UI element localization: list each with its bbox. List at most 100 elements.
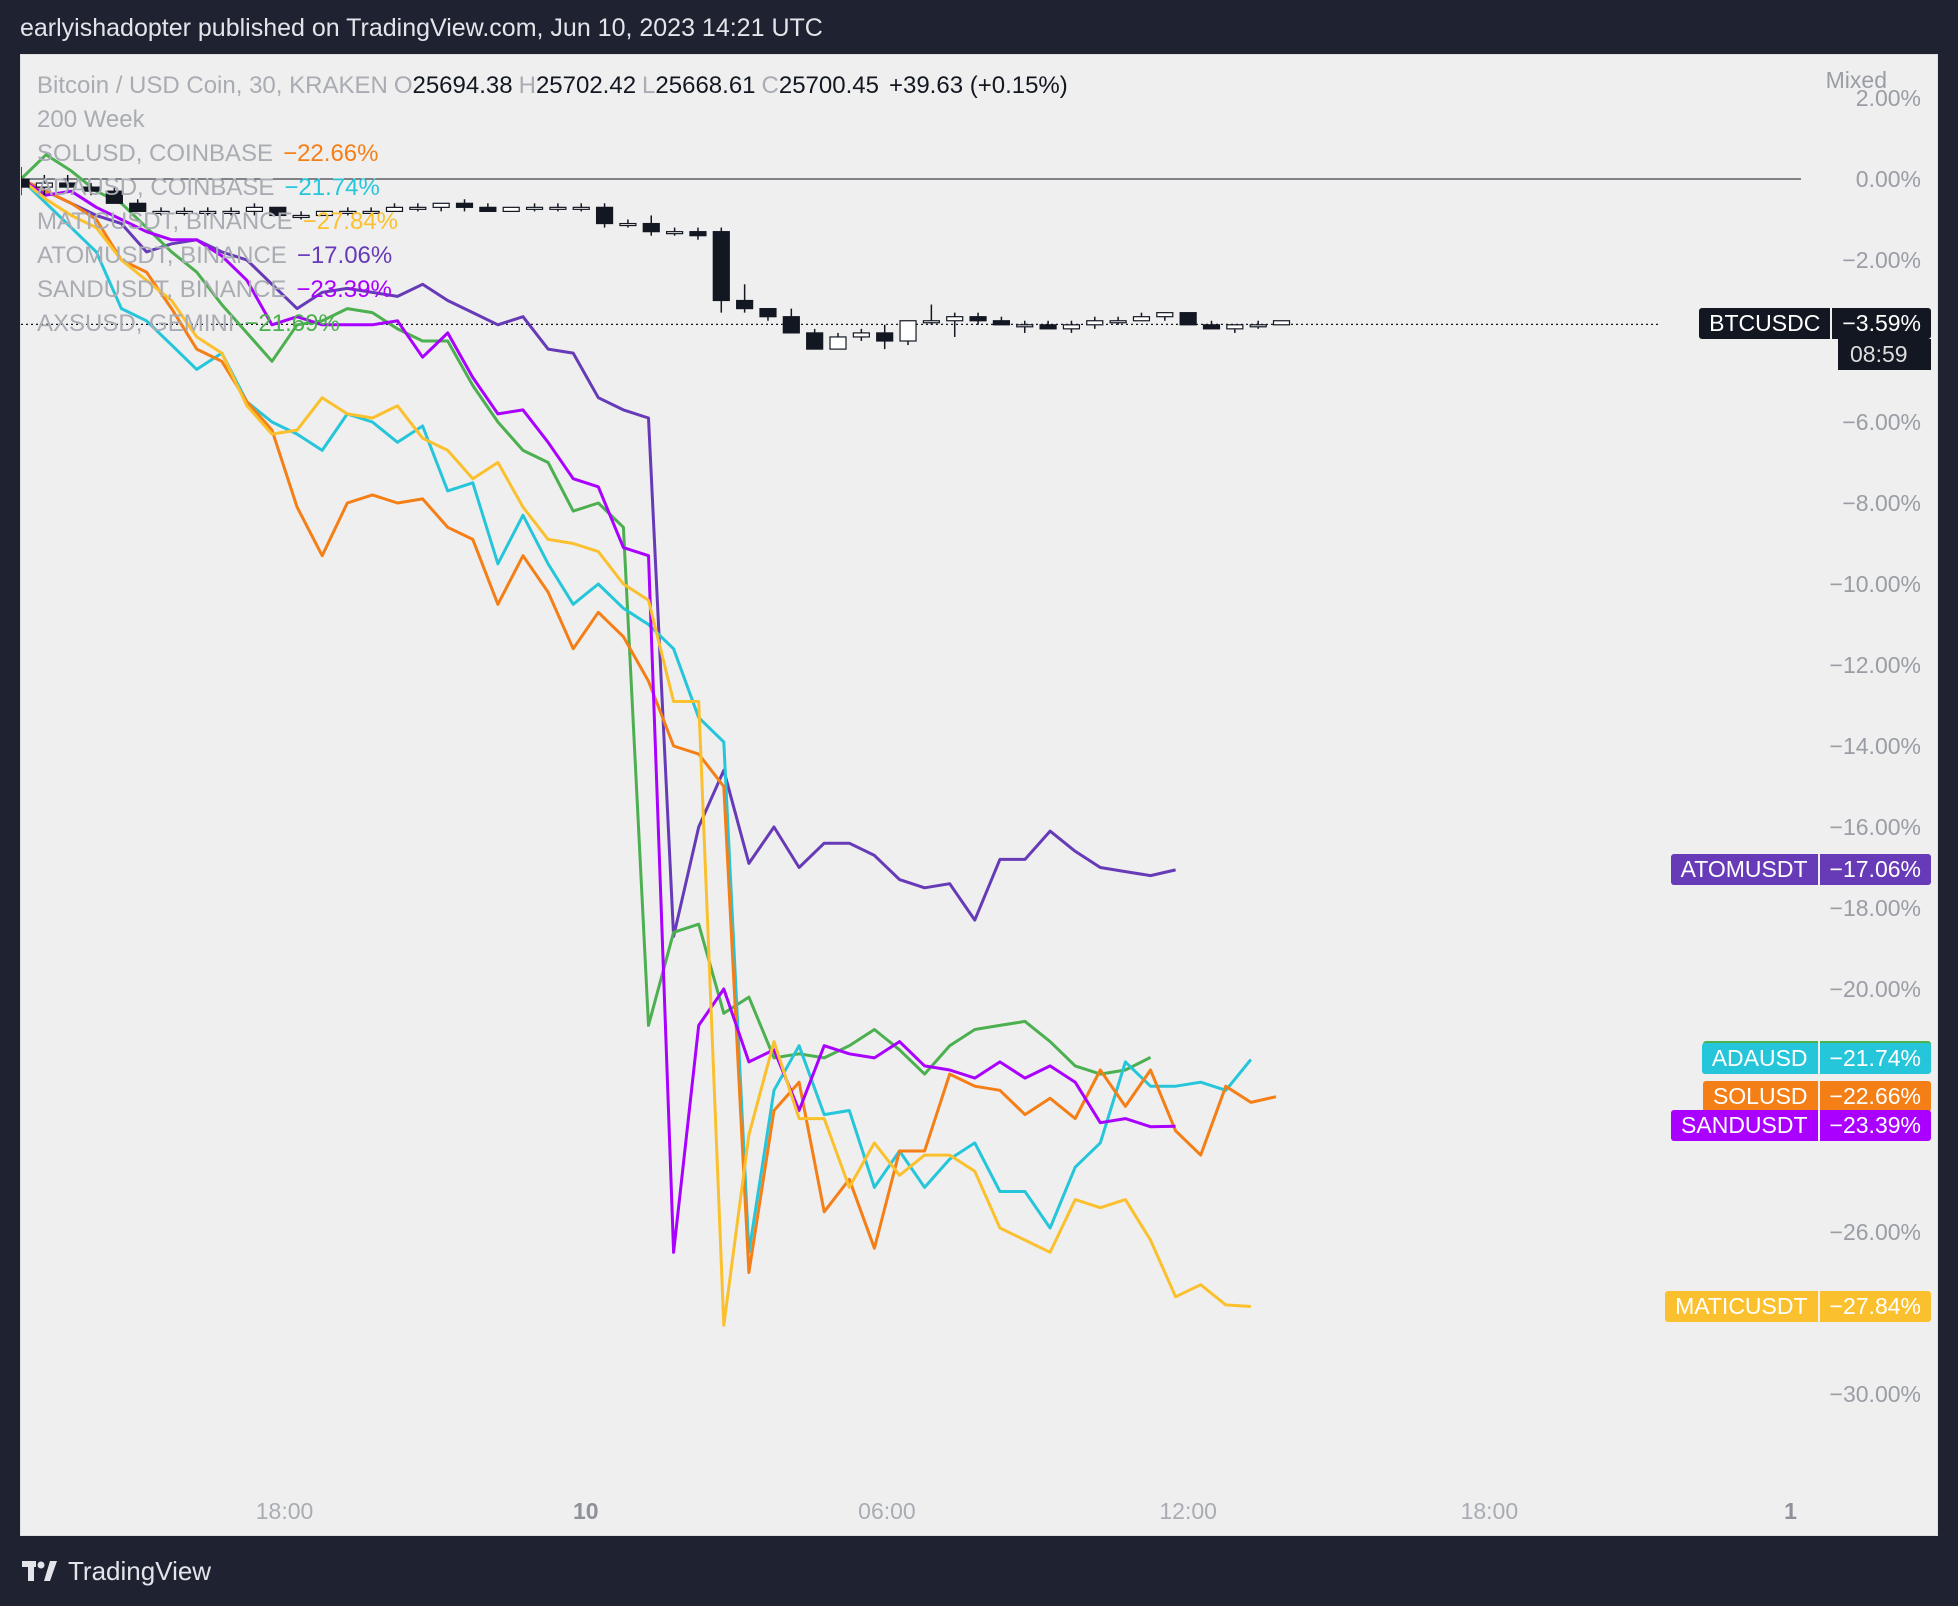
- btc-candle-body: [222, 210, 240, 214]
- price-tag-symbol: ATOMUSDT: [1670, 853, 1818, 885]
- legend-low-value: 25668.61: [655, 72, 756, 99]
- btc-candle-body: [1226, 324, 1244, 330]
- legend-close-key: C: [761, 72, 779, 99]
- x-tick-label: 12:00: [1159, 1498, 1217, 1524]
- y-tick-label: −14.00%: [1830, 733, 1921, 759]
- btc-candle-body: [105, 190, 123, 204]
- y-tick-label: −2.00%: [1842, 247, 1921, 273]
- btc-candle-body: [339, 210, 357, 214]
- price-tag-value: −21.74%: [1819, 1043, 1931, 1075]
- legend-compare-row[interactable]: AXSUSD, GEMINI −21.69%: [37, 307, 1068, 341]
- tradingview-logo-icon: [22, 1560, 57, 1581]
- btc-candle-body: [152, 210, 170, 214]
- series-line-solusd: [21, 177, 1277, 1274]
- btc-candle-body: [175, 210, 194, 214]
- btc-candle-body: [21, 178, 30, 188]
- legend-indicator-row[interactable]: 200 Week: [37, 103, 1068, 137]
- price-tag-value: −22.66%: [1819, 1080, 1931, 1112]
- legend-compare-row[interactable]: MATICUSDT, BINANCE −27.84%: [37, 205, 1068, 239]
- price-tag-symbol: MATICUSDT: [1665, 1290, 1818, 1322]
- price-tag-value: −27.84%: [1819, 1290, 1931, 1322]
- btc-candle-body: [1016, 324, 1034, 328]
- legend-main-row[interactable]: Bitcoin / USD Coin, 30, KRAKEN O 25694.38…: [37, 69, 1068, 103]
- price-tag-symbol: BTCUSDC: [1699, 308, 1831, 340]
- legend-compare-value: −23.39%: [296, 276, 392, 303]
- chart-plot[interactable]: 2.00% 0.00% −2.00% −6.00% −8.00% −10.00% −12.0…: [21, 55, 1938, 1536]
- btc-candle-body: [59, 182, 77, 188]
- series-line-sandusdt: [21, 177, 1176, 1254]
- x-tick-label: 18:00: [256, 1498, 314, 1524]
- btc-candle-body: [642, 222, 660, 233]
- btc-candle-body: [759, 308, 777, 318]
- legend-compare-name: MATICUSDT, BINANCE: [37, 208, 293, 235]
- btc-candle-body: [969, 316, 987, 322]
- btc-candle-body: [736, 299, 754, 310]
- legend-compare-value: −17.06%: [296, 242, 393, 269]
- btc-candle-body: [876, 332, 894, 342]
- btc-candle-body: [829, 336, 847, 350]
- y-tick-label: 0.00%: [1856, 166, 1921, 192]
- footer-brand-label: TradingView: [68, 1556, 212, 1586]
- legend-compare-value: −21.74%: [284, 174, 380, 201]
- btc-candle-body: [1179, 312, 1197, 326]
- y-tick-label: 2.00%: [1856, 85, 1921, 111]
- price-tag-adausd[interactable]: ADAUSD −21.74%: [1701, 1043, 1931, 1075]
- x-tick-label: 10: [573, 1498, 599, 1524]
- price-tag-btcusdc[interactable]: BTCUSDC −3.59%: [1699, 308, 1931, 340]
- price-tag-symbol: SANDUSDT: [1671, 1110, 1818, 1142]
- y-tick-label: −8.00%: [1842, 490, 1921, 516]
- legend-compare-row[interactable]: SOLUSD, COINBASE −22.66%: [37, 137, 1068, 171]
- price-tag-solusd[interactable]: SOLUSD −22.66%: [1702, 1080, 1931, 1112]
- btc-candle-body: [1272, 320, 1291, 326]
- price-tag-value: −3.59%: [1832, 308, 1931, 340]
- legend-low-key: L: [642, 72, 656, 99]
- y-tick-label: −26.00%: [1830, 1219, 1921, 1245]
- btc-candle-body: [946, 316, 964, 322]
- y-tick-label: −16.00%: [1830, 814, 1921, 840]
- publisher-caption: earlyishadopter published on TradingView…: [20, 14, 823, 42]
- legend-high-key: H: [518, 72, 536, 99]
- legend-high-value: 25702.42: [535, 72, 637, 99]
- btc-candle-body: [1039, 324, 1057, 330]
- legend-compare-row[interactable]: ADAUSD, COINBASE −21.74%: [37, 171, 1068, 205]
- btc-candle-body: [385, 206, 404, 213]
- price-tag-atomusdt[interactable]: ATOMUSDT −17.06%: [1670, 853, 1931, 885]
- btc-bar-countdown: 08:59: [1838, 339, 1931, 371]
- btc-candle-body: [806, 332, 824, 350]
- btc-candle-body: [1249, 324, 1267, 328]
- btc-candle-body: [666, 231, 684, 235]
- btc-candle-body: [1062, 324, 1081, 330]
- btc-candle-body: [199, 210, 217, 214]
- btc-candle-body: [479, 206, 497, 213]
- price-tag-sandusdt[interactable]: SANDUSDT −23.39%: [1671, 1110, 1931, 1142]
- legend-compare-row[interactable]: SANDUSDT, BINANCE −23.39%: [37, 273, 1068, 307]
- price-tag-maticusdt[interactable]: MATICUSDT −27.84%: [1665, 1290, 1931, 1322]
- legend-compare-name: ADAUSD, COINBASE: [37, 174, 275, 201]
- x-tick-label: 06:00: [858, 1498, 916, 1524]
- btc-candle-body: [35, 182, 53, 188]
- legend-main-title: Bitcoin / USD Coin, 30, KRAKEN: [37, 72, 388, 99]
- btc-candle-body: [362, 210, 380, 214]
- btc-candle-body: [782, 316, 800, 334]
- x-tick-label: 18:00: [1461, 1498, 1519, 1524]
- legend-compare-name: AXSUSD, GEMINI: [37, 310, 235, 337]
- footer-brand[interactable]: TradingView: [22, 1556, 211, 1587]
- btc-candle-body: [409, 206, 427, 210]
- legend-open-value: 25694.38: [412, 72, 513, 99]
- btc-candle-body: [525, 206, 544, 210]
- legend-compare-value: −21.69%: [244, 310, 340, 337]
- legend-compare-row[interactable]: ATOMUSDT, BINANCE −17.06%: [37, 239, 1068, 273]
- btc-candle-body: [992, 320, 1011, 326]
- legend-compare-name: ATOMUSDT, BINANCE: [37, 242, 287, 269]
- chart-pane[interactable]: 2.00% 0.00% −2.00% −6.00% −8.00% −10.00% −12.0…: [20, 54, 1938, 1536]
- price-tag-value: −17.06%: [1819, 853, 1931, 885]
- legend-change: +39.63 (+0.15%): [888, 72, 1068, 99]
- btc-candle-body: [572, 206, 590, 210]
- legend-compare-name: SOLUSD, COINBASE: [37, 140, 274, 167]
- y-tick-label: −10.00%: [1830, 571, 1921, 597]
- y-tick-label: −30.00%: [1830, 1381, 1921, 1407]
- series-line-axsusd: [21, 153, 1152, 1076]
- scale-mode-label[interactable]: Mixed: [1825, 67, 1887, 93]
- price-tag-symbol: ADAUSD: [1701, 1043, 1818, 1075]
- y-tick-label: −18.00%: [1830, 895, 1921, 921]
